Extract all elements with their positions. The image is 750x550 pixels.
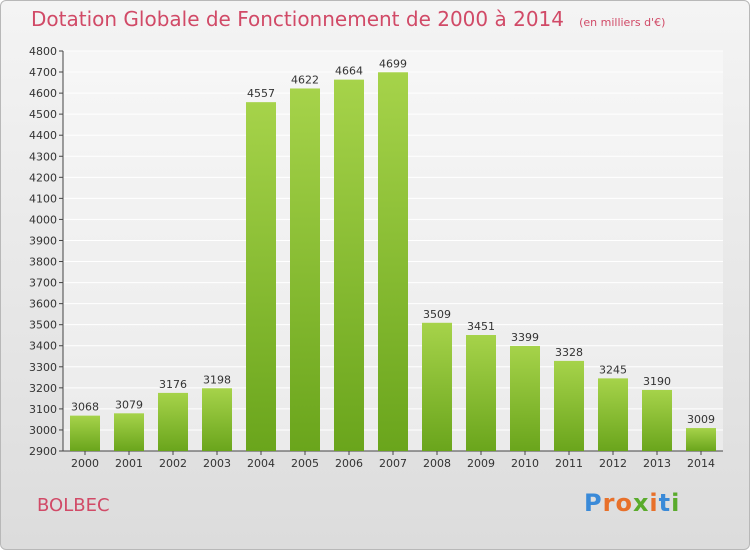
logo-letter: x: [632, 489, 650, 517]
x-tick-label: 2004: [247, 457, 275, 470]
y-tick-label: 4100: [29, 192, 57, 205]
proxiti-logo: Proxiti: [584, 489, 680, 517]
y-tick-label: 4400: [29, 129, 57, 142]
x-tick-label: 2008: [423, 457, 451, 470]
y-tick-label: 4300: [29, 150, 57, 163]
bar: [686, 428, 716, 451]
bar-value-label: 3190: [643, 375, 671, 388]
bar: [598, 378, 628, 451]
y-tick-label: 4800: [29, 45, 57, 58]
y-tick-label: 3800: [29, 256, 57, 269]
bar-value-label: 4557: [247, 87, 275, 100]
x-tick-label: 2001: [115, 457, 143, 470]
x-tick-label: 2014: [687, 457, 715, 470]
bar: [202, 388, 232, 451]
y-tick-label: 4000: [29, 213, 57, 226]
bar-value-label: 3176: [159, 378, 187, 391]
bar-value-label: 4699: [379, 57, 407, 70]
y-tick-label: 4700: [29, 66, 57, 79]
x-tick-label: 2002: [159, 457, 187, 470]
y-tick-label: 3000: [29, 424, 57, 437]
bar-value-label: 3509: [423, 308, 451, 321]
x-tick-label: 2007: [379, 457, 407, 470]
y-tick-label: 3600: [29, 298, 57, 311]
bar: [70, 415, 100, 451]
logo-letter: r: [602, 489, 616, 517]
bar-value-label: 3399: [511, 331, 539, 344]
bar-value-label: 4664: [335, 65, 363, 78]
logo-letter: P: [584, 489, 603, 517]
logo-letter: o: [615, 489, 633, 517]
y-tick-label: 3500: [29, 319, 57, 332]
bar-value-label: 4622: [291, 73, 319, 86]
title-row: Dotation Globale de Fonctionnement de 20…: [31, 7, 665, 31]
y-tick-label: 3400: [29, 340, 57, 353]
logo-letter: i: [649, 489, 659, 517]
bar: [158, 392, 188, 451]
bar: [510, 345, 540, 451]
x-tick-label: 2013: [643, 457, 671, 470]
bar: [114, 413, 144, 451]
y-tick-label: 4500: [29, 108, 57, 121]
x-tick-label: 2003: [203, 457, 231, 470]
chart-subtitle: (en milliers d'€): [579, 16, 666, 29]
x-tick-label: 2005: [291, 457, 319, 470]
bar: [642, 389, 672, 451]
y-tick-label: 4200: [29, 171, 57, 184]
x-tick-label: 2010: [511, 457, 539, 470]
bar: [466, 335, 496, 451]
x-tick-label: 2006: [335, 457, 363, 470]
logo-letter: t: [658, 489, 672, 517]
x-tick-label: 2011: [555, 457, 583, 470]
bar-value-label: 3009: [687, 413, 715, 426]
x-tick-label: 2012: [599, 457, 627, 470]
bar-value-label: 3068: [71, 401, 99, 414]
bar-value-label: 3198: [203, 373, 231, 386]
bar-value-label: 3079: [115, 398, 143, 411]
y-tick-label: 4600: [29, 87, 57, 100]
y-tick-label: 3700: [29, 277, 57, 290]
bar: [554, 360, 584, 451]
y-tick-label: 2900: [29, 445, 57, 458]
chart-title: Dotation Globale de Fonctionnement de 20…: [31, 7, 564, 31]
x-tick-label: 2009: [467, 457, 495, 470]
bar-value-label: 3245: [599, 363, 627, 376]
bar: [290, 88, 320, 451]
bar-value-label: 3451: [467, 320, 495, 333]
logo-letter: i: [671, 489, 681, 517]
y-tick-label: 3300: [29, 361, 57, 374]
y-tick-label: 3200: [29, 382, 57, 395]
y-tick-label: 3900: [29, 234, 57, 247]
bar-value-label: 3328: [555, 346, 583, 359]
commune-name: BOLBEC: [37, 495, 110, 516]
y-tick-label: 3100: [29, 403, 57, 416]
bar: [334, 79, 364, 451]
x-tick-label: 2000: [71, 457, 99, 470]
bar: [378, 72, 408, 452]
bar: [246, 102, 276, 451]
bar: [422, 322, 452, 451]
